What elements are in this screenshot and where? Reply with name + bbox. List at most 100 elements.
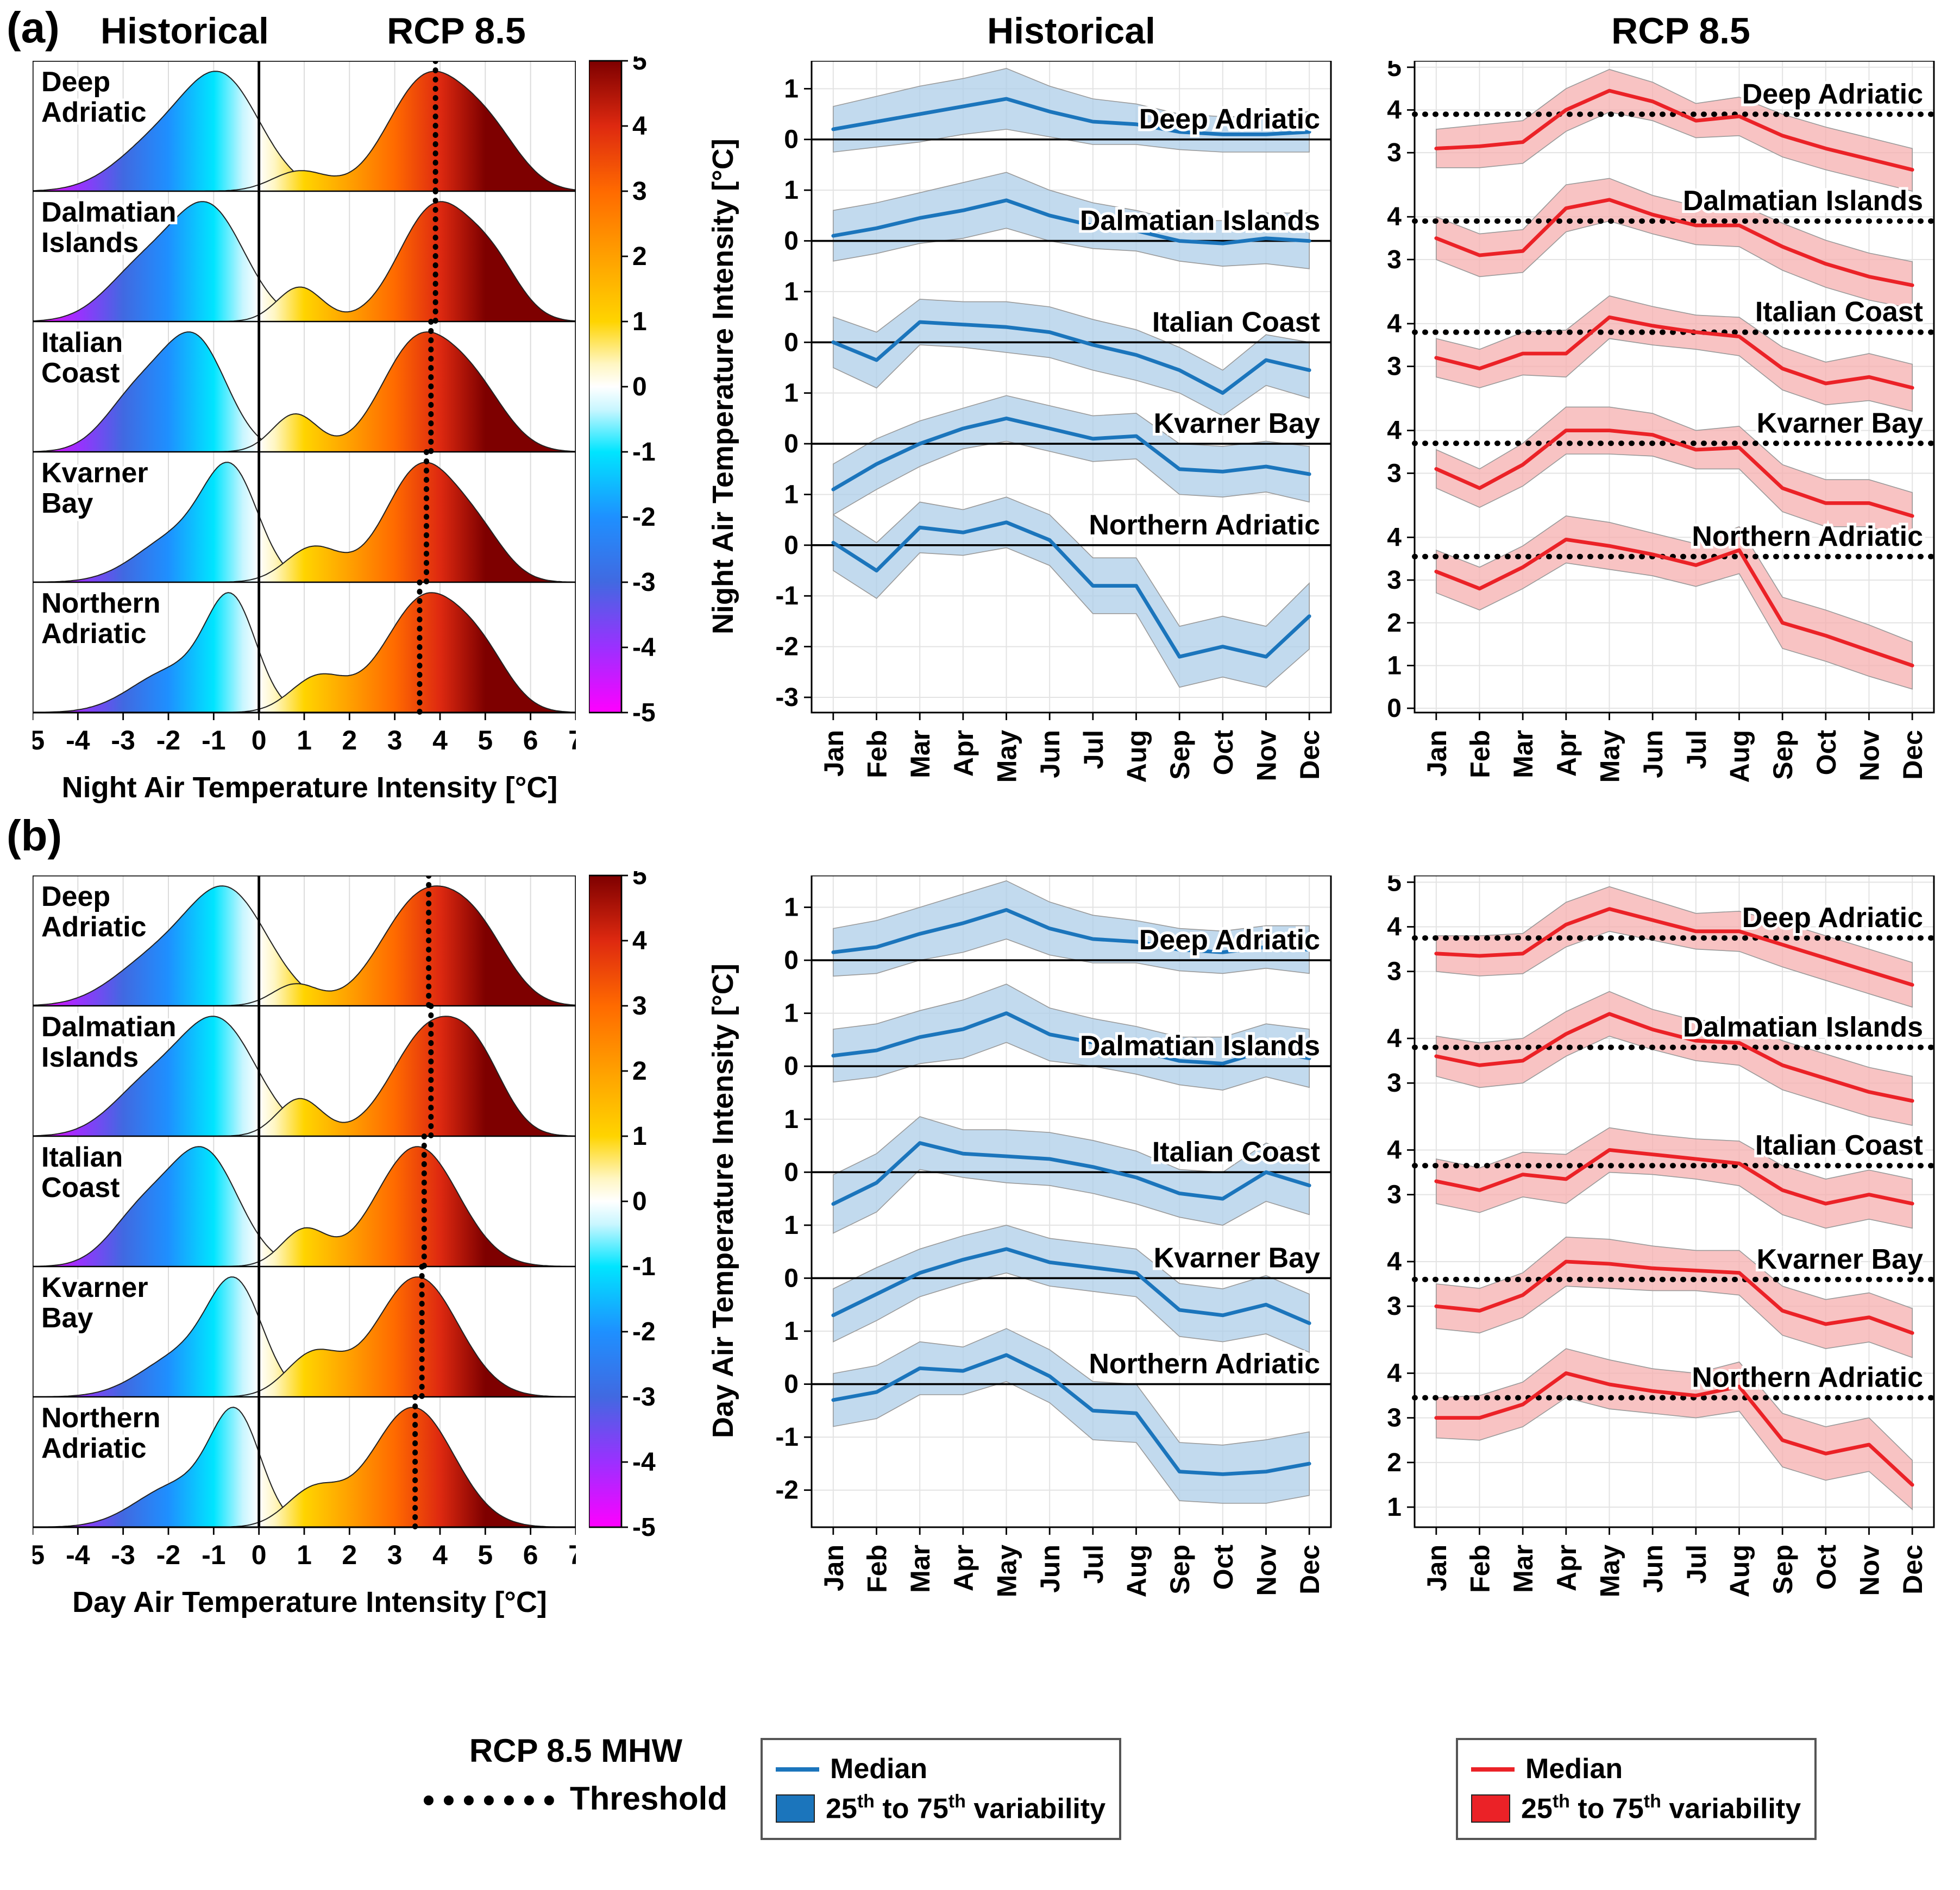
svg-text:Jun: Jun: [1638, 1545, 1668, 1593]
svg-text:Nov: Nov: [1855, 1545, 1885, 1596]
svg-text:Dec: Dec: [1898, 1545, 1928, 1595]
svg-text:Dalmatian Islands: Dalmatian Islands: [1080, 1030, 1320, 1062]
svg-text:4: 4: [1387, 1359, 1402, 1388]
region-labels: Deep Adriatic Dalmatian Islands Italian Co…: [1680, 899, 1926, 1396]
svg-text:0: 0: [784, 125, 799, 154]
svg-text:0: 0: [784, 227, 799, 256]
historical-legend: Median 25th to 75th variability: [761, 1738, 1121, 1840]
svg-text:1: 1: [784, 893, 799, 922]
svg-text:1: 1: [784, 1105, 799, 1134]
svg-text:Dalmatian Islands: Dalmatian Islands: [1683, 185, 1923, 217]
svg-text:-2: -2: [156, 1540, 180, 1570]
ridge-day-xlabel: Day Air Temperature Intensity [°C]: [72, 1586, 547, 1618]
svg-text:2: 2: [632, 1057, 647, 1086]
svg-text:-1: -1: [775, 582, 799, 610]
title-historical-night: Historical: [987, 11, 1155, 52]
svg-text:-1: -1: [202, 725, 225, 755]
svg-text:3: 3: [1387, 1181, 1402, 1209]
panel-b-label: (b): [7, 812, 62, 860]
svg-text:3: 3: [1387, 352, 1402, 381]
svg-text:5: 5: [478, 725, 493, 755]
svg-text:-2: -2: [156, 725, 180, 755]
svg-text:3: 3: [1387, 459, 1402, 488]
svg-text:1: 1: [784, 1211, 799, 1240]
svg-text:-4: -4: [632, 633, 656, 662]
svg-text:Bay: Bay: [41, 1302, 93, 1334]
svg-text:Jun: Jun: [1035, 730, 1065, 778]
svg-text:Islands: Islands: [41, 1042, 139, 1073]
svg-text:Sep: Sep: [1768, 1545, 1798, 1595]
svg-text:2: 2: [632, 242, 647, 271]
svg-text:Aug: Aug: [1725, 730, 1755, 783]
svg-text:Jul: Jul: [1681, 730, 1712, 769]
svg-text:-5: -5: [632, 698, 656, 726]
svg-text:1: 1: [632, 1122, 647, 1151]
svg-text:1: 1: [1387, 1493, 1402, 1522]
svg-text:Italian: Italian: [41, 327, 123, 358]
svg-text:4: 4: [1387, 96, 1402, 124]
svg-text:-5: -5: [632, 1513, 656, 1540]
median-lines: [1434, 907, 1914, 1487]
svg-text:Dec: Dec: [1295, 1545, 1325, 1595]
svg-text:1: 1: [784, 1317, 799, 1346]
svg-text:-1: -1: [632, 438, 656, 467]
svg-text:-3: -3: [111, 725, 135, 755]
svg-text:Deep Adriatic: Deep Adriatic: [1139, 104, 1320, 135]
zero-lines: [812, 959, 1331, 1385]
median-lines: [831, 908, 1311, 1476]
svg-text:May: May: [1595, 1545, 1625, 1597]
panel-a-label: (a): [7, 4, 60, 52]
svg-text:Oct: Oct: [1208, 730, 1239, 776]
svg-text:Nov: Nov: [1252, 1545, 1282, 1596]
svg-text:2: 2: [342, 1540, 357, 1570]
title-rcp-night: RCP 8.5: [1611, 11, 1750, 52]
ridge-night-xlabel: Night Air Temperature Intensity [°C]: [61, 771, 558, 804]
variability-label-rcp: 25th to 75th variability: [1521, 1791, 1801, 1825]
variability-patch-swatch-rcp: [1471, 1794, 1510, 1823]
svg-text:0: 0: [784, 531, 799, 560]
svg-text:3: 3: [387, 725, 403, 755]
svg-text:4: 4: [1387, 1136, 1402, 1164]
svg-text:Dalmatian: Dalmatian: [41, 1011, 177, 1043]
median-line-swatch-rcp: [1471, 1767, 1515, 1771]
density-curves: [33, 885, 576, 1528]
svg-text:Northern: Northern: [41, 588, 161, 619]
axes: 1 0 1 0 1 0 1 0 1 0 -1 -2 Jan Feb Mar Apr May Jun Jul Aug Se…: [775, 875, 1332, 1597]
svg-text:May: May: [1595, 730, 1625, 783]
axes: 1 0 1 0 1 0 1 0 1 0 -1 -2 -3 Jan Feb Mar Apr May Jun Jul Aug…: [775, 61, 1332, 783]
svg-text:Deep Adriatic: Deep Adriatic: [1742, 902, 1923, 934]
svg-text:Islands: Islands: [41, 227, 139, 259]
svg-text:-3: -3: [632, 1383, 656, 1412]
svg-text:May: May: [992, 1545, 1022, 1597]
svg-text:5: 5: [1387, 61, 1402, 82]
svg-text:4: 4: [1387, 1248, 1402, 1276]
svg-text:-4: -4: [632, 1448, 656, 1477]
svg-text:Aug: Aug: [1122, 1545, 1152, 1597]
svg-text:3: 3: [632, 992, 647, 1020]
svg-text:Italian Coast: Italian Coast: [1755, 1130, 1923, 1161]
svg-text:6: 6: [523, 1540, 538, 1570]
svg-text:Feb: Feb: [1465, 730, 1496, 778]
axes: 5 4 3 4 3 4 3 4 3 4 3 2 1 Jan Feb Mar Apr May Jun Jul Aug Sep…: [1387, 875, 1935, 1597]
ridge-night-title-rcp: RCP 8.5: [387, 11, 526, 52]
svg-text:Oct: Oct: [1811, 730, 1842, 776]
svg-text:Mar: Mar: [1508, 1545, 1538, 1593]
svg-text:Coast: Coast: [41, 1172, 120, 1204]
svg-text:4: 4: [432, 725, 448, 755]
median-lines: [1434, 89, 1914, 667]
svg-text:Bay: Bay: [41, 488, 93, 519]
svg-text:3: 3: [1387, 1069, 1402, 1098]
svg-text:Kvarner: Kvarner: [41, 457, 148, 489]
svg-text:0: 0: [784, 946, 799, 975]
svg-text:Jan: Jan: [819, 730, 849, 777]
svg-text:2: 2: [1387, 1448, 1402, 1477]
monthly-rcp-day-chart: Deep Adriatic Dalmatian Islands Italian Co…: [1387, 875, 1937, 1597]
svg-text:4: 4: [1387, 1024, 1402, 1053]
svg-text:Oct: Oct: [1208, 1545, 1239, 1590]
ridge-night-title-historical: Historical: [100, 11, 269, 52]
svg-text:0: 0: [1387, 694, 1402, 723]
svg-text:1: 1: [784, 74, 799, 103]
svg-text:4: 4: [632, 112, 647, 141]
svg-text:5: 5: [478, 1540, 493, 1570]
svg-text:3: 3: [1387, 245, 1402, 274]
